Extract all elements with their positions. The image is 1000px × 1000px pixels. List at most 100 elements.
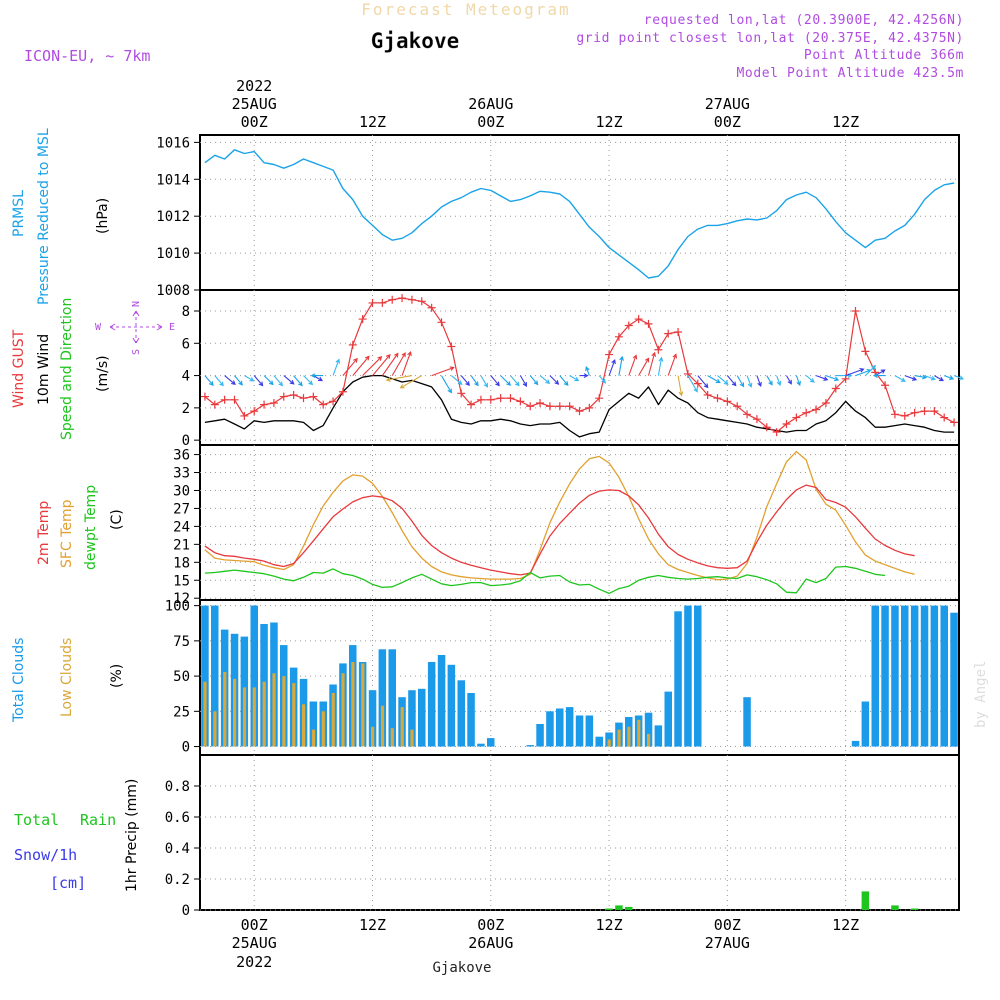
- wind10m-label: 10m Wind: [36, 334, 52, 405]
- total-cloud-bar: [743, 697, 751, 747]
- wind-direction-arrow: [872, 373, 886, 378]
- wind-direction-arrow: [470, 375, 479, 387]
- gust-marker: [733, 402, 742, 411]
- y-tick-label: 33: [173, 466, 190, 482]
- low-cloud-bar: [282, 676, 286, 747]
- y-tick-label: 1014: [156, 172, 190, 188]
- wind-direction-arrow: [815, 375, 829, 381]
- wind-direction-arrow: [559, 375, 569, 386]
- wind-direction-arrow: [766, 375, 773, 386]
- precip-frame: [199, 754, 960, 911]
- grid-point-coords: grid point closest lon,lat (20.375E, 42.…: [576, 31, 964, 46]
- gust-marker: [920, 407, 929, 416]
- low-cloud-bar: [617, 729, 621, 747]
- y-tick-label: 0: [182, 903, 190, 919]
- wind-direction-arrow: [244, 375, 255, 382]
- y-tick-label: 25: [173, 704, 190, 720]
- gust-marker: [654, 345, 663, 354]
- gust-marker: [240, 411, 249, 420]
- wind-direction-arrow: [569, 375, 580, 382]
- gust-marker: [644, 319, 653, 328]
- gust-marker: [802, 408, 811, 417]
- low-cloud-bar: [272, 673, 276, 747]
- total-cloud-bar: [201, 605, 209, 747]
- wind-direction-arrow: [293, 375, 303, 387]
- wind-direction-arrow: [214, 375, 224, 387]
- total-cloud-bar: [408, 690, 416, 747]
- wind-direction-arrow: [391, 352, 406, 376]
- gust-marker: [910, 408, 919, 417]
- wind-direction-arrow: [204, 375, 214, 386]
- temp-unit: (C): [109, 509, 125, 530]
- top-date-label: 27AUG: [705, 95, 750, 113]
- t2m-label: 2m Temp: [36, 501, 52, 565]
- y-tick-label: 0.8: [165, 779, 190, 795]
- gust-marker: [200, 392, 209, 401]
- y-tick-label: 15: [173, 573, 190, 589]
- pressure-frame: [199, 134, 960, 291]
- bottom-hour-label: 00Z: [477, 916, 504, 934]
- gust-marker: [703, 390, 712, 399]
- gust-marker: [279, 392, 288, 401]
- low-cloud-bar: [223, 671, 227, 747]
- gust-marker: [447, 342, 456, 351]
- pressure-line: [204, 149, 955, 279]
- wind-direction-arrow: [385, 375, 412, 382]
- low-cloud-bar: [252, 687, 256, 747]
- pressure-desc: Pressure Reduced to MSL: [36, 128, 52, 305]
- y-tick-label: 30: [173, 483, 190, 499]
- gust-marker: [743, 410, 752, 419]
- gust-marker: [674, 327, 683, 336]
- low-cloud-bar: [410, 729, 414, 747]
- y-tick-label: 0.6: [165, 810, 190, 826]
- total-cloud-bar: [447, 664, 456, 747]
- low-cloud-bar: [213, 711, 217, 747]
- wind-direction-arrow: [234, 375, 243, 386]
- model-label: ICON-EU, ~ 7km: [24, 47, 150, 65]
- gust-marker: [614, 332, 623, 341]
- gust-marker: [585, 403, 594, 412]
- wind-direction-arrow: [707, 375, 721, 384]
- top-date-label: 26AUG: [468, 95, 513, 113]
- total-cloud-bar: [565, 707, 574, 747]
- total-cloud-bar: [694, 605, 702, 747]
- wind-direction-arrow: [904, 375, 918, 381]
- cm-label: [cm]: [50, 874, 86, 892]
- gust-marker: [821, 399, 830, 408]
- total-cloud-bar: [664, 691, 672, 747]
- wind-frame: [199, 289, 960, 446]
- rain-bar: [625, 906, 633, 910]
- wind-direction-arrow: [914, 374, 928, 380]
- low-cloud-bar: [627, 726, 631, 747]
- rain-bar: [615, 905, 623, 910]
- y-tick-label: 8: [182, 304, 190, 320]
- temperature-labels: 2m Temp SFC Temp dewpt Temp (C): [36, 485, 125, 570]
- pressure-unit: (hPa): [95, 198, 111, 234]
- requested-coords: requested lon,lat (20.3900E, 42.4256N): [644, 13, 964, 28]
- y-tick-label: 0: [182, 740, 190, 756]
- y-tick-label: 100: [165, 599, 190, 615]
- gust-marker: [437, 318, 446, 327]
- gust-marker: [713, 394, 722, 403]
- wind-speed-line: [204, 374, 955, 438]
- temp-2m-line: [204, 484, 915, 576]
- compass-n: N: [131, 301, 142, 307]
- gust-marker: [260, 400, 269, 409]
- wind-direction-arrow: [399, 375, 423, 389]
- compass-icon: N S W E: [95, 301, 175, 355]
- gust-marker: [368, 298, 377, 307]
- compass-arrows: [109, 310, 163, 344]
- gust-marker: [565, 402, 574, 411]
- low-cloud-bar: [400, 707, 404, 747]
- rain-label: Rain: [80, 811, 116, 829]
- total-cloud-bar: [930, 605, 939, 747]
- gust-marker: [634, 315, 643, 324]
- gust-marker: [506, 394, 515, 403]
- y-tick-label: 12: [173, 591, 190, 607]
- low-cloud-bar: [242, 687, 247, 747]
- gust-marker: [398, 294, 407, 303]
- wind-direction-arrow: [539, 375, 551, 385]
- y-tick-label: 18: [173, 555, 190, 571]
- wind-direction-arrow: [372, 354, 391, 376]
- low-cloud-bar: [262, 681, 266, 747]
